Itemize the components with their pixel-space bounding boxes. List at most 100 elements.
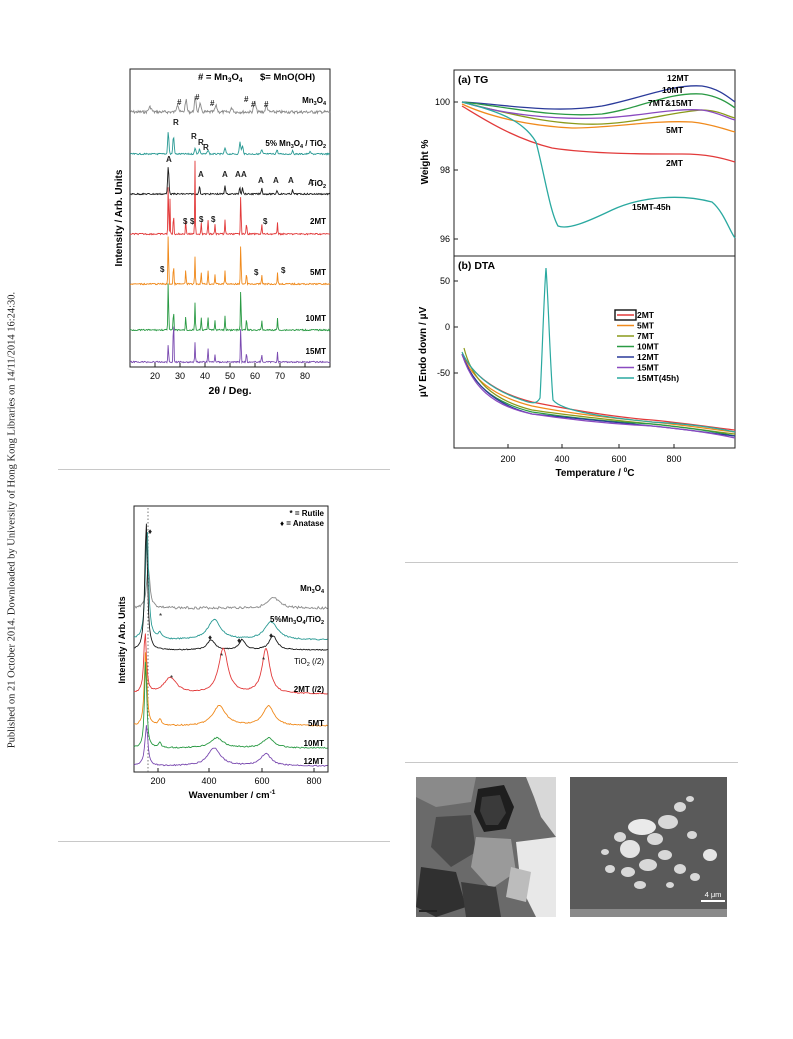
xrd-figure: # = Mn3O4 $= MnO(OH) Mn3O4 5% Mn3O4 / Ti…	[114, 68, 331, 397]
rutile-mark: R	[173, 118, 179, 127]
dta-x-ticks: 200 400 600 800	[500, 454, 681, 464]
tg-label-2mt: 2MT	[666, 158, 684, 168]
xrd-curve	[129, 95, 331, 116]
dta-curves	[461, 267, 736, 439]
dollar-mark: $	[211, 215, 216, 224]
raman-curve	[133, 568, 328, 610]
dta-ytick: -50	[437, 368, 450, 378]
raman-label-10mt: 10MT	[304, 739, 325, 748]
tg-label-15mt-45h: 15MT-45h	[632, 202, 671, 212]
hash-mark: #	[177, 98, 182, 107]
anatase-mark: A	[308, 178, 314, 187]
xrd-tick-label: 20	[150, 371, 160, 381]
xrd-y-axis-label: Intensity / Arb. Units	[114, 169, 125, 266]
xrd-tick-label: 60	[250, 371, 260, 381]
sem-scale-label: 4 μm	[705, 890, 722, 899]
tg-curve	[461, 101, 736, 239]
dta-legend-label: 15MT	[637, 363, 660, 373]
dollar-mark: $	[160, 265, 165, 274]
raman-label-tio2: TiO2 (/2)	[294, 657, 324, 668]
anatase-mark: A	[235, 170, 241, 179]
tg-ytick: 98	[440, 165, 450, 175]
dta-legend-label: 12MT	[637, 352, 660, 362]
raman-curve	[133, 652, 328, 727]
anatase-diamond: ♦	[269, 631, 273, 640]
tg-y-ticks: 100 98 96	[435, 97, 450, 244]
rutile-star: *	[159, 612, 162, 621]
xrd-label-2mt: 2MT	[310, 217, 326, 226]
anatase-mark: A	[273, 176, 279, 185]
dta-y-ticks: 50 0 -50	[437, 276, 450, 378]
xrd-curve	[129, 160, 331, 236]
hash-mark: #	[264, 100, 269, 109]
raman-xtick: 400	[201, 776, 216, 786]
dta-plot-frame	[453, 255, 736, 449]
sidebar-publication-note: Published on 21 October 2014. Downloaded…	[2, 140, 22, 900]
dollar-mark: $	[199, 215, 204, 224]
tg-panel-title: (a) TG	[458, 74, 488, 86]
divider-right-1	[405, 562, 738, 563]
tg-ytick: 100	[435, 97, 450, 107]
anatase-mark: A	[222, 170, 228, 179]
dta-curve	[461, 353, 736, 437]
xrd-legend-mn3o4: # = Mn3O4	[198, 72, 243, 84]
tg-curve	[461, 103, 736, 133]
raman-plot-frame	[133, 505, 329, 773]
dta-legend-label: 15MT(45h)	[637, 373, 679, 383]
tg-curve	[461, 101, 736, 125]
dta-curve	[461, 353, 736, 433]
rutile-mark: R	[191, 132, 197, 141]
dta-panel-title: (b) DTA	[458, 260, 496, 272]
tg-label-12mt: 12MT	[667, 73, 690, 83]
raman-y-axis-label: Intensity / Arb. Units	[117, 596, 127, 683]
raman-legend-anatase: ♦ = Anatase	[280, 519, 325, 528]
tg-y-axis-label: Weight %	[420, 139, 431, 184]
dollar-mark: $	[263, 217, 268, 226]
anatase-mark: A	[258, 176, 264, 185]
xrd-tick-label: 40	[200, 371, 210, 381]
raman-curves	[133, 523, 328, 767]
anatase-diamond: ♦	[148, 527, 152, 536]
raman-series-labels: Mn3O4 5%Mn3O4/TiO2 TiO2 (/2) 2MT (/2) 5M…	[270, 584, 325, 766]
dta-legend-label: 2MT	[637, 310, 655, 320]
dta-ytick: 50	[440, 276, 450, 286]
rutile-mark: R	[203, 143, 209, 152]
raman-legend-rutile: * = Rutile	[290, 509, 325, 518]
raman-label-2mt: 2MT (/2)	[294, 685, 325, 694]
xrd-x-ticks: 20 30 40 50 60 70 80	[150, 363, 310, 381]
xrd-label-mix: 5% Mn3O4 / TiO2	[265, 139, 326, 150]
xrd-curves	[129, 95, 331, 365]
sem-micrograph: 4 μm	[570, 777, 727, 917]
hash-mark: #	[251, 100, 256, 109]
xrd-tick-label: 70	[275, 371, 285, 381]
anatase-mark: A	[241, 170, 247, 179]
tg-label-7mt-15mt: 7MT&15MT	[648, 98, 694, 108]
divider-left-1	[58, 469, 390, 470]
dta-ytick: 0	[445, 322, 450, 332]
dta-xtick: 600	[611, 454, 626, 464]
tg-curve	[461, 101, 736, 121]
dta-legend-label: 7MT	[637, 331, 655, 341]
dta-xtick: 800	[666, 454, 681, 464]
dta-legend-highlight	[614, 309, 637, 321]
hash-mark: #	[195, 93, 200, 102]
hash-mark: #	[244, 95, 249, 104]
raman-x-ticks: 200 400 600 800	[150, 776, 321, 786]
raman-curve	[133, 725, 328, 767]
raman-xtick: 200	[150, 776, 165, 786]
anatase-mark: A	[288, 176, 294, 185]
raman-label-mn3o4: Mn3O4	[300, 584, 325, 595]
tg-curve	[461, 93, 736, 116]
raman-curve	[133, 523, 328, 651]
dta-curve	[461, 353, 736, 437]
tg-label-10mt: 10MT	[662, 85, 685, 95]
dta-xtick: 200	[500, 454, 515, 464]
raman-curve	[133, 633, 328, 695]
divider-right-2	[405, 762, 738, 763]
raman-curve	[133, 531, 328, 641]
dollar-mark: $	[190, 217, 195, 226]
raman-figure: * = Rutile ♦ = Anatase Mn3O4 5%Mn3O4/TiO…	[117, 505, 329, 801]
anatase-mark: A	[166, 155, 172, 164]
tg-curve	[461, 105, 736, 163]
xrd-peak-markers: # # # # # # R R R R A A A A A A A A A $ …	[160, 93, 314, 277]
